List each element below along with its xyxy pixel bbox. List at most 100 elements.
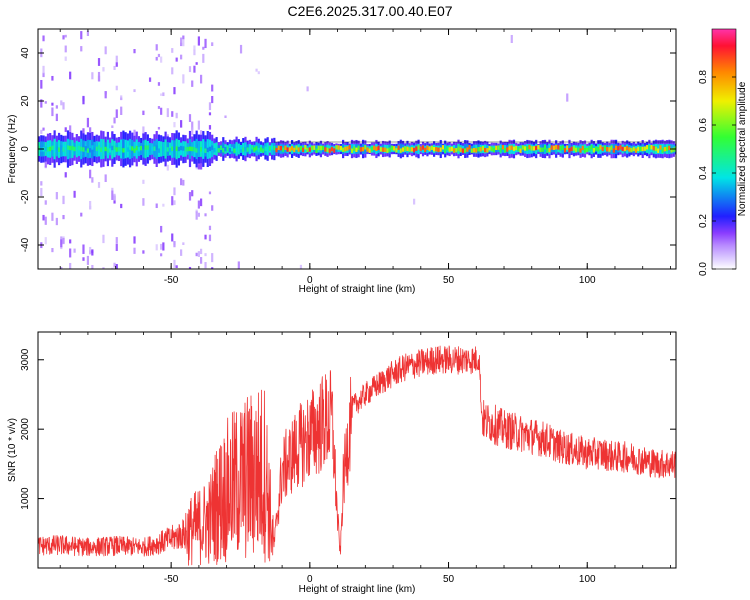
heatmap-noise-cell: [160, 225, 163, 233]
heatmap-noise-cell: [64, 34, 67, 38]
heatmap-band-peak: [286, 147, 289, 152]
heatmap-band-peak: [439, 147, 442, 152]
heatmap-band-peak: [120, 146, 123, 152]
heatmap-band-peak: [368, 148, 371, 153]
heatmap-band-peak: [586, 147, 589, 153]
heatmap-band-peak: [197, 148, 200, 153]
heatmap-noise-cell: [171, 48, 174, 53]
heatmap-band-peak: [164, 146, 167, 152]
heatmap-noise-cell: [55, 113, 58, 122]
heatmap-band-peak: [211, 145, 214, 150]
heatmap-band-peak: [66, 145, 70, 150]
heatmap-band-peak: [548, 147, 551, 153]
heatmap-band-peak: [373, 145, 376, 151]
heatmap-noise-cell: [237, 261, 240, 269]
heatmap-band-peak: [481, 145, 485, 151]
colorbar-label: Normalized spectral amplitude: [737, 81, 748, 216]
heatmap-noise-cell: [199, 74, 203, 84]
heatmap-noise-cell: [160, 243, 163, 250]
heatmap-noise-cell: [202, 46, 205, 50]
heatmap-band-peak: [342, 147, 345, 152]
heatmap-band-peak: [133, 148, 136, 153]
heatmap-noise-cell: [188, 192, 192, 201]
y-tick-label: 0: [20, 146, 31, 152]
heatmap-noise-cell: [188, 266, 192, 269]
heatmap-noise-cell: [204, 253, 207, 257]
heatmap-band-peak: [217, 148, 220, 153]
heatmap-band-peak: [153, 146, 156, 151]
heatmap-band-peak: [168, 147, 172, 153]
heatmap-band-peak: [259, 147, 263, 152]
heatmap-noise-cell: [204, 38, 207, 49]
heatmap-band-peak: [275, 147, 278, 153]
heatmap-band-peak: [486, 148, 489, 153]
heatmap-noise-cell: [157, 82, 161, 86]
heatmap-noise-cell: [51, 107, 54, 117]
heatmap-noise-cell: [113, 193, 116, 201]
heatmap-noise-cell: [91, 72, 94, 80]
heatmap-noise-cell: [42, 72, 45, 78]
heatmap-noise-cell: [120, 203, 123, 209]
heatmap-band-peak: [89, 148, 92, 153]
heatmap-noise-cell: [413, 198, 416, 205]
heatmap-noise-cell: [89, 249, 92, 255]
heatmap-band-peak: [140, 145, 143, 151]
heatmap-noise-cell: [51, 102, 54, 106]
heatmap-band-peak: [233, 148, 236, 153]
heatmap-band-peak: [397, 145, 400, 150]
heatmap-band-peak: [82, 147, 85, 152]
heatmap-band-peak: [57, 147, 61, 152]
heatmap-band-peak: [346, 146, 349, 151]
heatmap-band-peak: [455, 148, 458, 153]
heatmap-noise-cell: [133, 49, 136, 54]
heatmap-noise-cell: [173, 241, 176, 248]
heatmap-noise-cell: [171, 233, 174, 242]
heatmap-band-peak: [237, 147, 240, 153]
heatmap-noise-cell: [211, 95, 214, 104]
heatmap-noise-cell: [42, 127, 45, 131]
heatmap-band-peak: [366, 147, 369, 152]
heatmap-noise-cell: [42, 65, 45, 74]
heatmap-band-peak: [264, 146, 267, 151]
heatmap-noise-cell: [69, 239, 72, 244]
colorbar-tick-label: 0.6: [698, 118, 709, 132]
spectrogram-y-ticks: -40 -20 0 20 40: [20, 47, 676, 252]
heatmap-band-peak: [557, 145, 560, 150]
heatmap-band-peak: [226, 146, 229, 152]
x-tick-label: 100: [579, 275, 596, 286]
heatmap-band-peak: [539, 147, 542, 152]
heatmap-band-peak: [526, 146, 529, 151]
heatmap-band-peak: [384, 147, 387, 152]
heatmap-noise-cell: [191, 121, 194, 130]
heatmap-band-peak: [199, 147, 203, 152]
heatmap-noise-cell: [510, 34, 513, 44]
heatmap-band-peak: [450, 146, 453, 152]
heatmap-noise-cell: [211, 205, 214, 211]
heatmap-noise-cell: [160, 107, 163, 115]
heatmap-band-peak: [248, 146, 252, 151]
heatmap-noise-cell: [115, 237, 118, 244]
x-tick-label: 100: [579, 574, 596, 585]
heatmap-band-peak: [111, 145, 114, 151]
spectrogram-panel: -50 0 50 100 -40 -20 0 20 40 Height of straight…: [7, 28, 677, 295]
heatmap-noise-cell: [115, 264, 118, 269]
heatmap-noise-cell: [208, 191, 212, 195]
heatmap-band-peak: [426, 145, 429, 151]
heatmap-band-peak: [639, 146, 642, 152]
heatmap-noise-cell: [86, 30, 90, 37]
heatmap-band-peak: [535, 145, 538, 151]
heatmap-band-peak: [244, 146, 247, 152]
heatmap-noise-cell: [133, 129, 136, 137]
heatmap-band-peak: [306, 147, 309, 153]
figure-title: C2E6.2025.317.00.40.E07: [287, 3, 452, 19]
colorbar-ticks: 0.0 0.2 0.4 0.6 0.8: [698, 70, 736, 276]
heatmap-band-peak: [157, 148, 161, 153]
heatmap-noise-cell: [173, 259, 176, 268]
heatmap-noise-cell: [197, 212, 200, 217]
heatmap-noise-cell: [40, 187, 43, 197]
heatmap-band-peak: [401, 147, 405, 152]
spectrogram-x-ticks: -50 0 50 100: [59, 29, 671, 286]
heatmap-band-peak: [466, 147, 469, 152]
heatmap-band-peak: [528, 145, 531, 150]
heatmap-noise-cell: [142, 179, 145, 184]
